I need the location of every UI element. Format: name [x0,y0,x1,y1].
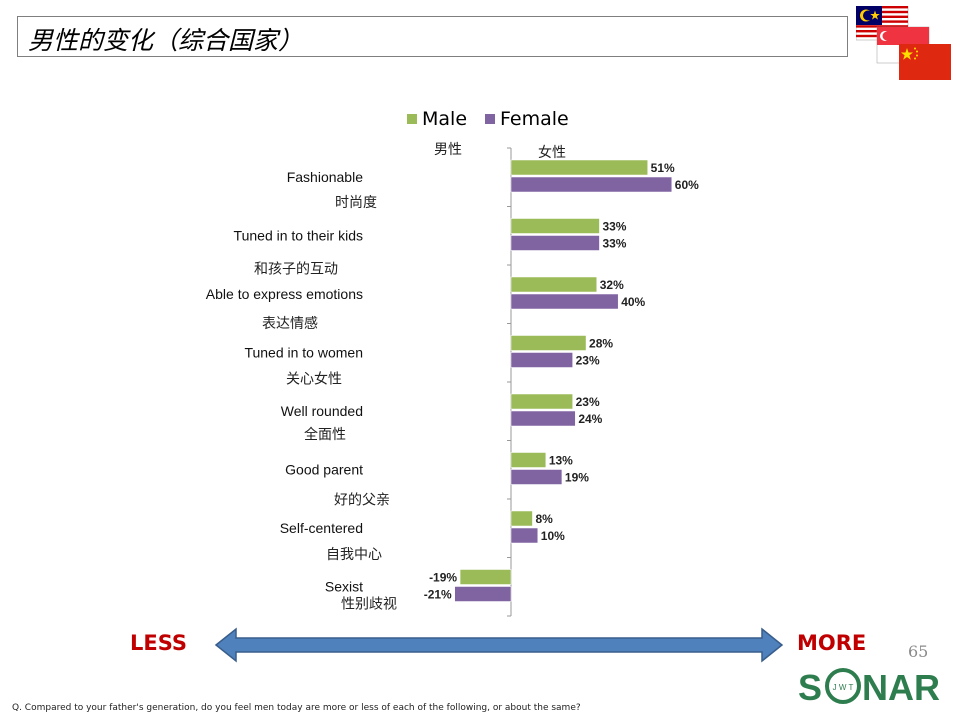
sonar-logo: S J W T NAR [798,667,940,707]
data-label-female-2: 40% [621,295,645,309]
more-label: MORE [797,631,867,655]
data-label-male-0: 51% [651,161,675,175]
category-label-zh-3: 关心女性 [286,371,342,388]
bar-male-3 [510,335,587,351]
legend-swatch-male [407,114,417,124]
bar-female-1 [510,235,600,251]
male-column-label: 男性 [434,142,462,158]
bar-female-5 [510,469,563,485]
legend-item-female: Female [485,108,569,130]
title-box: 男性的变化（综合国家） [17,16,848,57]
data-label-female-4: 24% [578,412,602,426]
bar-female-4 [510,410,576,427]
logo-nar: NAR [862,667,940,707]
category-label-4: Well rounded [281,403,363,419]
china-flag [899,44,951,80]
bar-male-7 [459,569,512,585]
category-label-7: Sexist [325,579,363,595]
data-label-female-7: -21% [424,588,452,602]
data-label-female-0: 60% [675,178,699,192]
category-label-0: Fashionable [287,169,363,185]
category-label-5: Good parent [285,462,363,478]
data-label-female-6: 10% [541,529,565,543]
footnote: Q. Compared to your father's generation,… [12,703,581,713]
bar-female-7 [454,586,512,602]
logo-s: S [798,667,822,707]
page-number: 65 [908,642,929,661]
legend-label-female: Female [500,108,569,130]
category-label-zh-2: 表达情感 [262,315,318,332]
category-label-zh-1: 和孩子的互动 [254,262,338,278]
data-label-female-5: 19% [565,471,589,485]
data-label-male-5: 13% [549,454,573,468]
category-label-6: Self-centered [280,520,363,536]
female-column-label: 女性 [538,145,566,161]
data-label-female-3: 23% [576,354,600,368]
bar-female-0 [510,176,673,193]
legend-swatch-female [485,114,495,124]
slide-title: 男性的变化（综合国家） [28,26,304,55]
category-label-2: Able to express emotions [206,286,363,302]
bar-female-6 [510,527,539,544]
category-label-zh-4: 全面性 [304,426,346,443]
bar-female-2 [510,293,619,310]
bar-male-2 [510,276,598,293]
data-label-male-4: 23% [576,395,600,409]
category-label-1: Tuned in to their kids [234,228,363,244]
data-label-male-7: -19% [429,571,457,585]
category-label-zh-7: 性别歧视 [341,597,397,613]
data-label-male-2: 32% [600,278,624,292]
bar-male-1 [510,218,600,234]
data-label-male-6: 8% [535,512,553,526]
data-label-female-1: 33% [602,237,626,251]
logo-jwt: J W T [833,683,854,692]
category-label-zh-6: 自我中心 [326,547,382,563]
legend-label-male: Male [422,108,468,130]
bar-male-6 [510,510,533,527]
less-more-arrow [214,627,784,663]
category-label-zh-5: 好的父亲 [334,493,390,509]
less-label: LESS [130,631,188,655]
flags-group [856,6,951,80]
data-label-male-1: 33% [602,220,626,234]
data-label-male-3: 28% [589,337,613,351]
bar-male-0 [510,159,648,176]
bar-female-3 [510,352,573,368]
logo-o-ring [825,668,861,704]
legend-item-male: Male [407,108,467,130]
category-label-3: Tuned in to women [244,345,363,361]
bar-male-4 [510,393,573,410]
category-label-zh-0: 时尚度 [335,195,377,211]
bar-male-5 [510,452,547,468]
